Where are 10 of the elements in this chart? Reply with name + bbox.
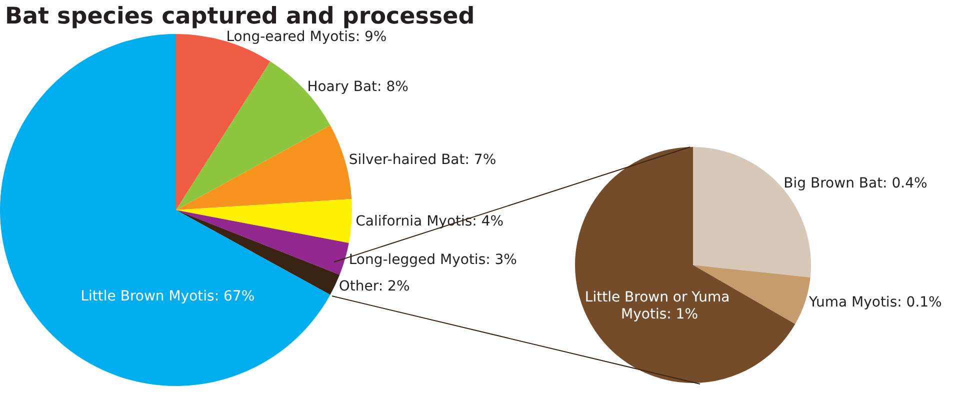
slice-label: Other: 2% (338, 278, 410, 295)
slice-label: Yuma Myotis: 0.1% (808, 294, 942, 311)
slice-label: Big Brown Bat: 0.4% (784, 175, 928, 192)
slice-label: Little Brown Myotis: 67% (80, 288, 255, 304)
slice-label: Long-legged Myotis: 3% (348, 252, 517, 268)
slice-label: Little Brown or Yuma Myotis: 1% (584, 290, 730, 322)
slice-label: Hoary Bat: 8% (307, 78, 408, 95)
slice-label: Silver-haired Bat: 7% (348, 152, 496, 168)
chart-title: Bat species captured and processed (5, 4, 475, 30)
slice-label: Long-eared Myotis: 9% (226, 29, 387, 46)
